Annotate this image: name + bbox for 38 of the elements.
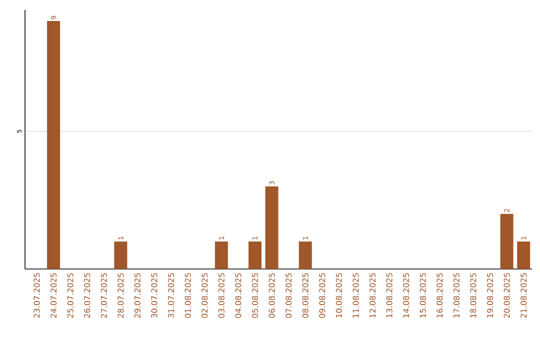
bar (298, 241, 312, 269)
x-tick-label: 12.08.2025 (369, 273, 376, 318)
x-tick-label: 01.08.2025 (184, 273, 191, 318)
x-tick-label: 11.08.2025 (352, 273, 359, 318)
bar (114, 241, 128, 269)
x-tick-label: 05.08.2025 (252, 273, 258, 318)
x-tick-label: 29.07.2025 (134, 273, 141, 318)
x-tick-label: 16.08.2025 (436, 273, 443, 318)
x-tick-label: 13.08.2025 (386, 273, 392, 318)
x-tick-label: 02.08.2025 (202, 273, 208, 318)
x-tick-label: 17.08.2025 (453, 273, 460, 318)
x-tick-label: 07.08.2025 (286, 273, 292, 318)
x-tick-label: 23.07.2025 (34, 273, 40, 318)
x-tick-label: 28.07.2025 (118, 273, 124, 318)
x-tick-label: 24.07.2025 (50, 273, 57, 318)
bar (214, 241, 228, 269)
x-tick-label: 21.08.2025 (520, 273, 527, 318)
bar (500, 214, 514, 269)
x-tick-label: 06.08.2025 (268, 273, 275, 318)
x-tick-label: 19.08.2025 (487, 273, 494, 318)
x-tick-label: 26.07.2025 (84, 273, 90, 318)
x-tick-label: 08.08.2025 (302, 273, 308, 318)
x-tick-label: 14.08.2025 (403, 273, 410, 318)
x-tick-label: 20.08.2025 (504, 273, 510, 318)
bar (47, 21, 60, 269)
x-tick-label: 31.07.2025 (168, 273, 174, 318)
bar (248, 241, 262, 269)
x-tick-label: 10.08.2025 (336, 273, 342, 318)
x-tick-label: 27.07.2025 (100, 273, 107, 318)
x-tick-label: 03.08.2025 (218, 273, 224, 318)
bar (517, 241, 530, 269)
bar (265, 186, 278, 269)
x-tick-label: 18.08.2025 (470, 273, 476, 318)
x-tick-label: 25.07.2025 (67, 273, 74, 318)
x-tick-label: 30.07.2025 (151, 273, 158, 318)
x-tick-label: 15.08.2025 (420, 273, 426, 318)
x-tick-label: 04.08.2025 (235, 273, 242, 318)
x-tick-label: 09.08.2025 (319, 273, 326, 318)
